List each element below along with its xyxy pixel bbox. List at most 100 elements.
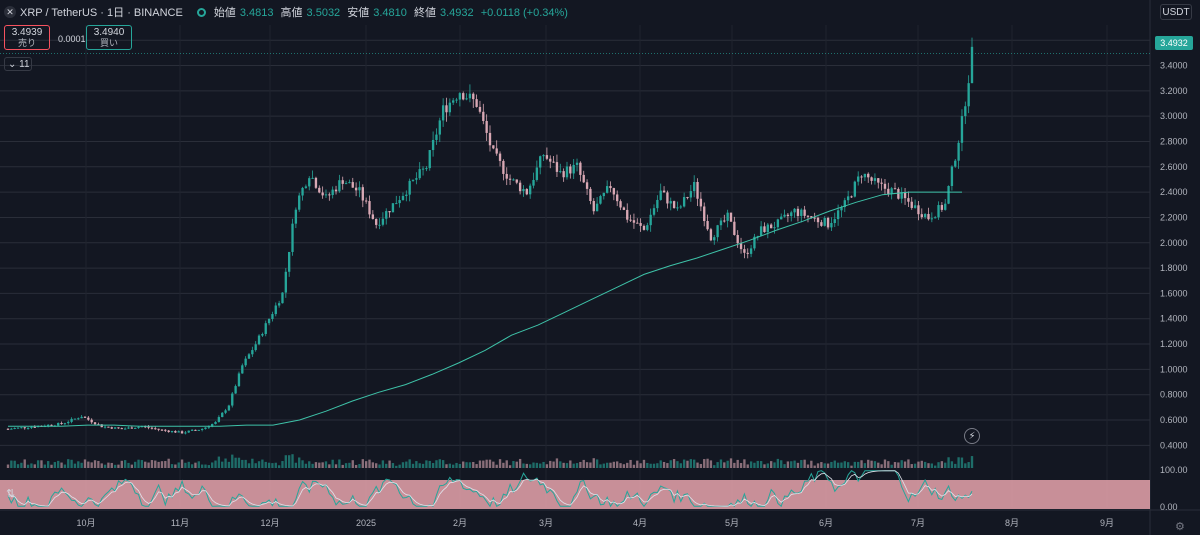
candle-body: [100, 424, 103, 428]
volume-bar: [167, 458, 170, 468]
ohlc-values: 始値 3.4813 高値 3.5032 安値 3.4810 終値 3.4932 +0.0…: [214, 4, 572, 20]
volume-bar: [23, 459, 26, 468]
volume-bar: [749, 461, 753, 468]
volume-bar: [863, 463, 867, 468]
price-tick-label: 1.0000: [1160, 364, 1188, 374]
candle-body: [431, 139, 435, 151]
volume-bar: [174, 464, 177, 468]
candle-body: [217, 417, 221, 422]
volume-bar: [716, 462, 719, 468]
candle-body: [348, 182, 351, 184]
candle-body: [328, 194, 331, 196]
price-tick-label: 3.2000: [1160, 86, 1188, 96]
candle-body: [378, 224, 381, 226]
volume-bar: [957, 457, 960, 468]
volume-bar: [298, 457, 301, 468]
volume-bar: [836, 462, 840, 468]
candle-body: [20, 427, 23, 429]
candle-body: [103, 426, 107, 428]
volume-bar: [575, 463, 579, 468]
candle-body: [448, 102, 452, 113]
volume-bar: [595, 459, 599, 468]
volume-bar: [669, 460, 672, 468]
oscillator-d-line: [7, 470, 973, 507]
volume-bar: [144, 461, 147, 468]
volume-bar: [20, 462, 23, 468]
gear-icon[interactable]: ⚙: [1175, 521, 1185, 533]
volume-bar: [80, 462, 83, 468]
volume-bar: [773, 462, 776, 468]
symbol-title[interactable]: XRP / TetherUS · 1日 · BINANCE: [20, 7, 183, 19]
candle-body: [298, 195, 301, 210]
volume-bar: [401, 462, 405, 468]
volume-bar: [662, 461, 666, 468]
volume-bar: [472, 461, 475, 468]
volume-bar: [518, 458, 522, 468]
volume-bar: [482, 460, 485, 468]
last-price-label: 3.4932: [1155, 36, 1193, 50]
volume-bar: [318, 462, 321, 468]
volume-bar: [411, 463, 415, 468]
volume-bar: [294, 462, 298, 468]
volume-bar: [475, 464, 478, 468]
candle-body: [261, 333, 264, 336]
candle-body: [703, 206, 706, 222]
candle-body: [438, 120, 441, 135]
candle-body: [970, 46, 974, 84]
candle-body: [930, 218, 934, 220]
volume-bar: [204, 464, 207, 468]
candle-body: [134, 427, 137, 429]
candle-body: [30, 426, 33, 428]
volume-bar: [344, 463, 348, 468]
volume-bar: [314, 462, 318, 468]
sell-button[interactable]: 3.4939 売り: [4, 25, 50, 50]
price-tick-label: 3.0000: [1160, 111, 1188, 121]
candle-body: [87, 417, 90, 420]
candle-body: [622, 207, 626, 210]
volume-bar: [398, 464, 401, 468]
volume-bar: [920, 460, 923, 468]
currency-unit-button[interactable]: USDT: [1160, 4, 1192, 20]
volume-bar: [261, 459, 264, 468]
volume-bar: [626, 462, 629, 468]
candle-body: [324, 194, 328, 196]
volume-bar: [652, 463, 656, 468]
volume-bar: [780, 460, 783, 468]
candle-body: [167, 430, 170, 433]
candle-body: [793, 208, 796, 213]
volume-bar: [840, 462, 843, 468]
buy-button[interactable]: 3.4940 買い: [86, 25, 132, 50]
candle-body: [666, 192, 669, 204]
candle-body: [251, 350, 254, 355]
price-tick-label: 0.6000: [1160, 415, 1188, 425]
volume-bar: [639, 463, 642, 468]
oscillator-panel-icon[interactable]: ⇅: [6, 488, 16, 500]
candle-body: [227, 405, 231, 411]
candle-body: [579, 162, 582, 175]
volume-bar: [585, 462, 589, 468]
volume-bar: [435, 460, 438, 468]
candle-body: [485, 120, 488, 133]
volume-bar: [364, 461, 368, 468]
volume-bar: [826, 463, 830, 468]
volume-bar: [602, 463, 605, 468]
volume-bar: [502, 462, 505, 468]
candle-body: [57, 422, 60, 426]
volume-bar: [646, 462, 649, 468]
volume-bar: [110, 462, 113, 468]
candle-body: [934, 217, 937, 219]
volume-bar: [308, 461, 311, 468]
candle-body: [783, 214, 786, 217]
flash-icon[interactable]: ⚡: [964, 428, 980, 444]
candle-body: [475, 99, 478, 107]
volume-bar: [656, 463, 659, 468]
indicator-collapse-button[interactable]: ⌄ 11: [4, 57, 32, 71]
symbol-header: ✕ XRP / TetherUS · 1日 · BINANCE 始値 3.4813…: [4, 4, 572, 20]
candle-body: [883, 183, 887, 189]
time-tick-label: 6月: [819, 518, 833, 528]
candle-body: [113, 427, 117, 429]
candle-body: [776, 219, 780, 228]
candle-body: [90, 419, 93, 423]
volume-bar: [756, 460, 759, 468]
